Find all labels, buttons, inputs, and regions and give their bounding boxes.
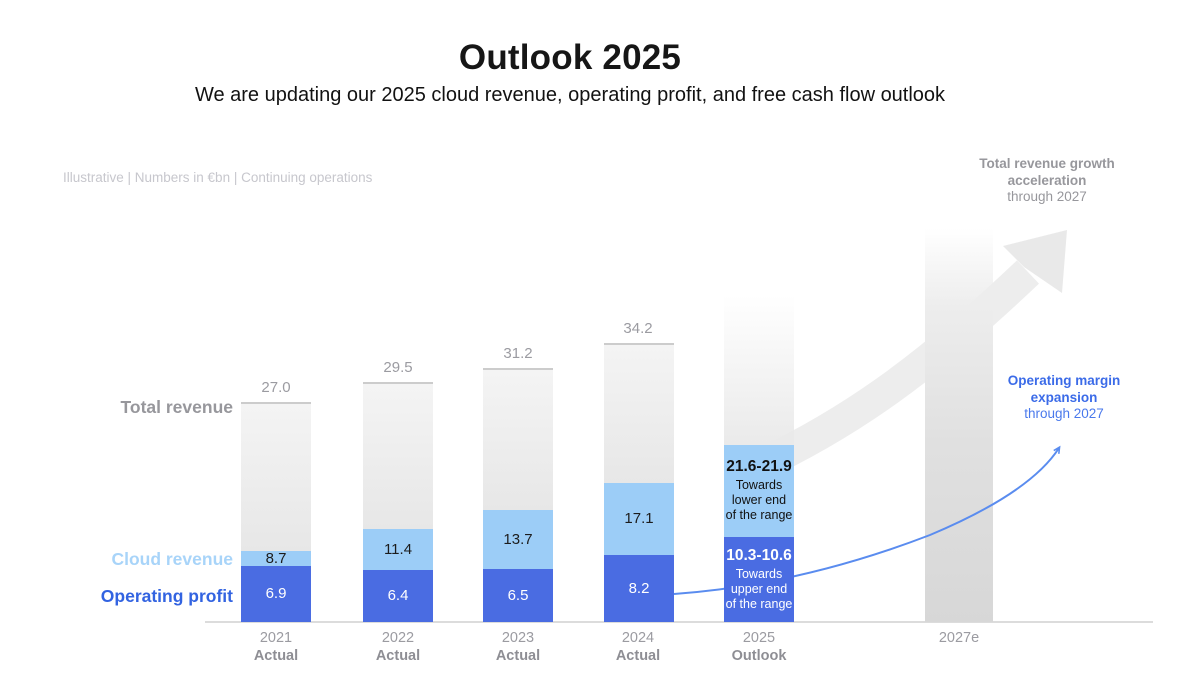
cloud-revenue-segment: 17.1 [604, 482, 674, 556]
operating-profit-segment: 6.9 [241, 565, 311, 622]
x-label-2021: 2021 Actual [221, 630, 331, 664]
operating-profit-segment: 6.5 [483, 569, 553, 622]
cloud-revenue-outlook-segment: 21.6-21.9 Towards lower end of the range [724, 444, 794, 537]
operating-profit-segment: 6.4 [363, 569, 433, 622]
cloud-revenue-outlook-range: 21.6-21.9 [726, 458, 792, 476]
total-revenue-fade-segment [724, 294, 794, 445]
x-label-2022: 2022 Actual [343, 630, 453, 664]
operating-profit-value: 6.4 [387, 587, 409, 605]
page-title: Outlook 2025 [458, 38, 682, 77]
x-label-2025: 2025 Outlook [704, 630, 814, 664]
total-revenue-segment [483, 367, 553, 511]
cloud-revenue-value: 13.7 [503, 531, 533, 549]
x-label-2024: 2024 Actual [583, 630, 693, 664]
x-label-sublabel: Actual [495, 648, 541, 664]
operating-profit-segment: 8.2 [604, 555, 674, 622]
chart-meta-note: Illustrative | Numbers in €bn | Continui… [63, 170, 373, 185]
x-label-year: 2025 [742, 630, 776, 646]
cloud-revenue-segment: 8.7 [241, 549, 311, 567]
slide-header: Outlook 2025 We are updating our 2025 cl… [0, 0, 1140, 107]
cloud-revenue-outlook-note: Towards lower end of the range [725, 478, 793, 523]
x-label-sublabel: Actual [253, 648, 299, 664]
operating-profit-value: 8.2 [628, 580, 650, 598]
x-label-2027e: 2027e [904, 630, 1014, 646]
total-revenue-segment [604, 343, 674, 483]
legend-total-revenue: Total revenue [120, 397, 234, 417]
x-label-year: 2022 [381, 630, 415, 646]
bar-2023: 13.7 6.5 [483, 367, 553, 622]
x-label-year: 2027e [938, 630, 980, 646]
total-revenue-value-2023: 31.2 [503, 344, 533, 362]
cloud-revenue-value: 17.1 [624, 510, 654, 528]
page-subtitle: We are updating our 2025 cloud revenue, … [194, 84, 946, 106]
total-revenue-value-2021: 27.0 [261, 378, 291, 396]
x-axis-line [205, 621, 1153, 623]
operating-profit-outlook-segment: 10.3-10.6 Towards upper end of the range [724, 536, 794, 622]
annotation-revenue-growth-bold: Total revenue growth acceleration [979, 156, 1115, 188]
total-revenue-segment [241, 401, 311, 552]
operating-profit-outlook-range: 10.3-10.6 [726, 546, 792, 564]
x-label-year: 2024 [621, 630, 655, 646]
cloud-revenue-segment: 13.7 [483, 510, 553, 570]
annotation-margin-expansion: Operating margin expansion through 2027 [973, 373, 1155, 423]
annotation-revenue-growth: Total revenue growth acceleration throug… [952, 156, 1142, 206]
x-label-sublabel: Actual [615, 648, 661, 664]
total-revenue-segment [363, 381, 433, 530]
operating-profit-outlook-note: Towards upper end of the range [725, 566, 793, 611]
legend-cloud-revenue: Cloud revenue [111, 549, 233, 569]
total-revenue-value-2022: 29.5 [383, 358, 413, 376]
bar-2021: 8.7 6.9 [241, 401, 311, 622]
annotation-margin-expansion-bold: Operating margin expansion [1007, 373, 1121, 405]
legend-operating-profit: Operating profit [100, 586, 233, 606]
operating-profit-value: 6.9 [265, 585, 287, 603]
x-label-year: 2023 [501, 630, 535, 646]
x-label-sublabel: Outlook [731, 648, 787, 664]
total-revenue-value-2024: 34.2 [623, 320, 653, 338]
bar-2022: 11.4 6.4 [363, 381, 433, 622]
x-label-year: 2021 [259, 630, 293, 646]
x-label-2023: 2023 Actual [463, 630, 573, 664]
operating-profit-value: 6.5 [507, 587, 529, 604]
bar-2024: 17.1 8.2 [604, 343, 674, 622]
cloud-revenue-value: 11.4 [383, 540, 413, 558]
bar-2025-outlook: 21.6-21.9 Towards lower end of the range 10.… [724, 294, 794, 622]
annotation-margin-expansion-regular: through 2027 [1024, 406, 1104, 421]
cloud-revenue-outlook: 21.6-21.9 Towards lower end of the range [726, 458, 793, 523]
annotation-revenue-growth-regular: through 2027 [1007, 189, 1087, 204]
bar-2027e-forecast [925, 228, 993, 622]
x-label-sublabel: Actual [375, 648, 421, 664]
operating-profit-outlook: 10.3-10.6 Towards upper end of the range [726, 547, 793, 612]
cloud-revenue-segment: 11.4 [363, 529, 433, 570]
cloud-revenue-value: 8.7 [265, 549, 287, 567]
